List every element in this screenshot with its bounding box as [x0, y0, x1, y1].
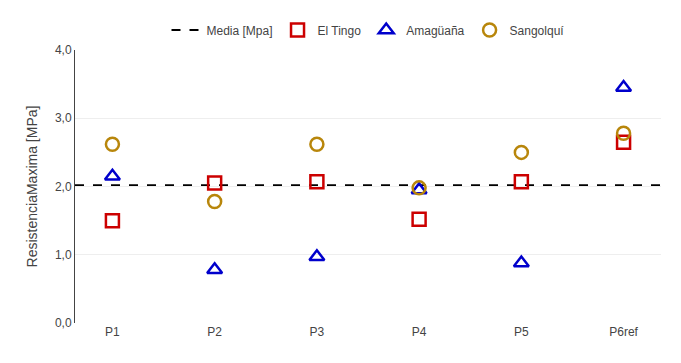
- svg-text:P2: P2: [207, 325, 222, 339]
- svg-text:0,0: 0,0: [55, 316, 72, 330]
- svg-text:1,0: 1,0: [55, 248, 72, 262]
- svg-text:P6ref: P6ref: [609, 325, 638, 339]
- svg-text:Media [Mpa]: Media [Mpa]: [207, 24, 273, 38]
- svg-text:P4: P4: [412, 325, 427, 339]
- svg-text:4,0: 4,0: [55, 43, 72, 57]
- svg-text:P5: P5: [514, 325, 529, 339]
- svg-text:P1: P1: [105, 325, 120, 339]
- svg-text:Sangolquí: Sangolquí: [510, 24, 565, 38]
- svg-text:Amagüaña: Amagüaña: [406, 24, 464, 38]
- svg-text:2,0: 2,0: [55, 180, 72, 194]
- svg-text:ResistenciaMaxima [MPa]: ResistenciaMaxima [MPa]: [24, 106, 40, 268]
- svg-text:3,0: 3,0: [55, 111, 72, 125]
- svg-text:El Tingo: El Tingo: [318, 24, 362, 38]
- svg-text:P3: P3: [310, 325, 325, 339]
